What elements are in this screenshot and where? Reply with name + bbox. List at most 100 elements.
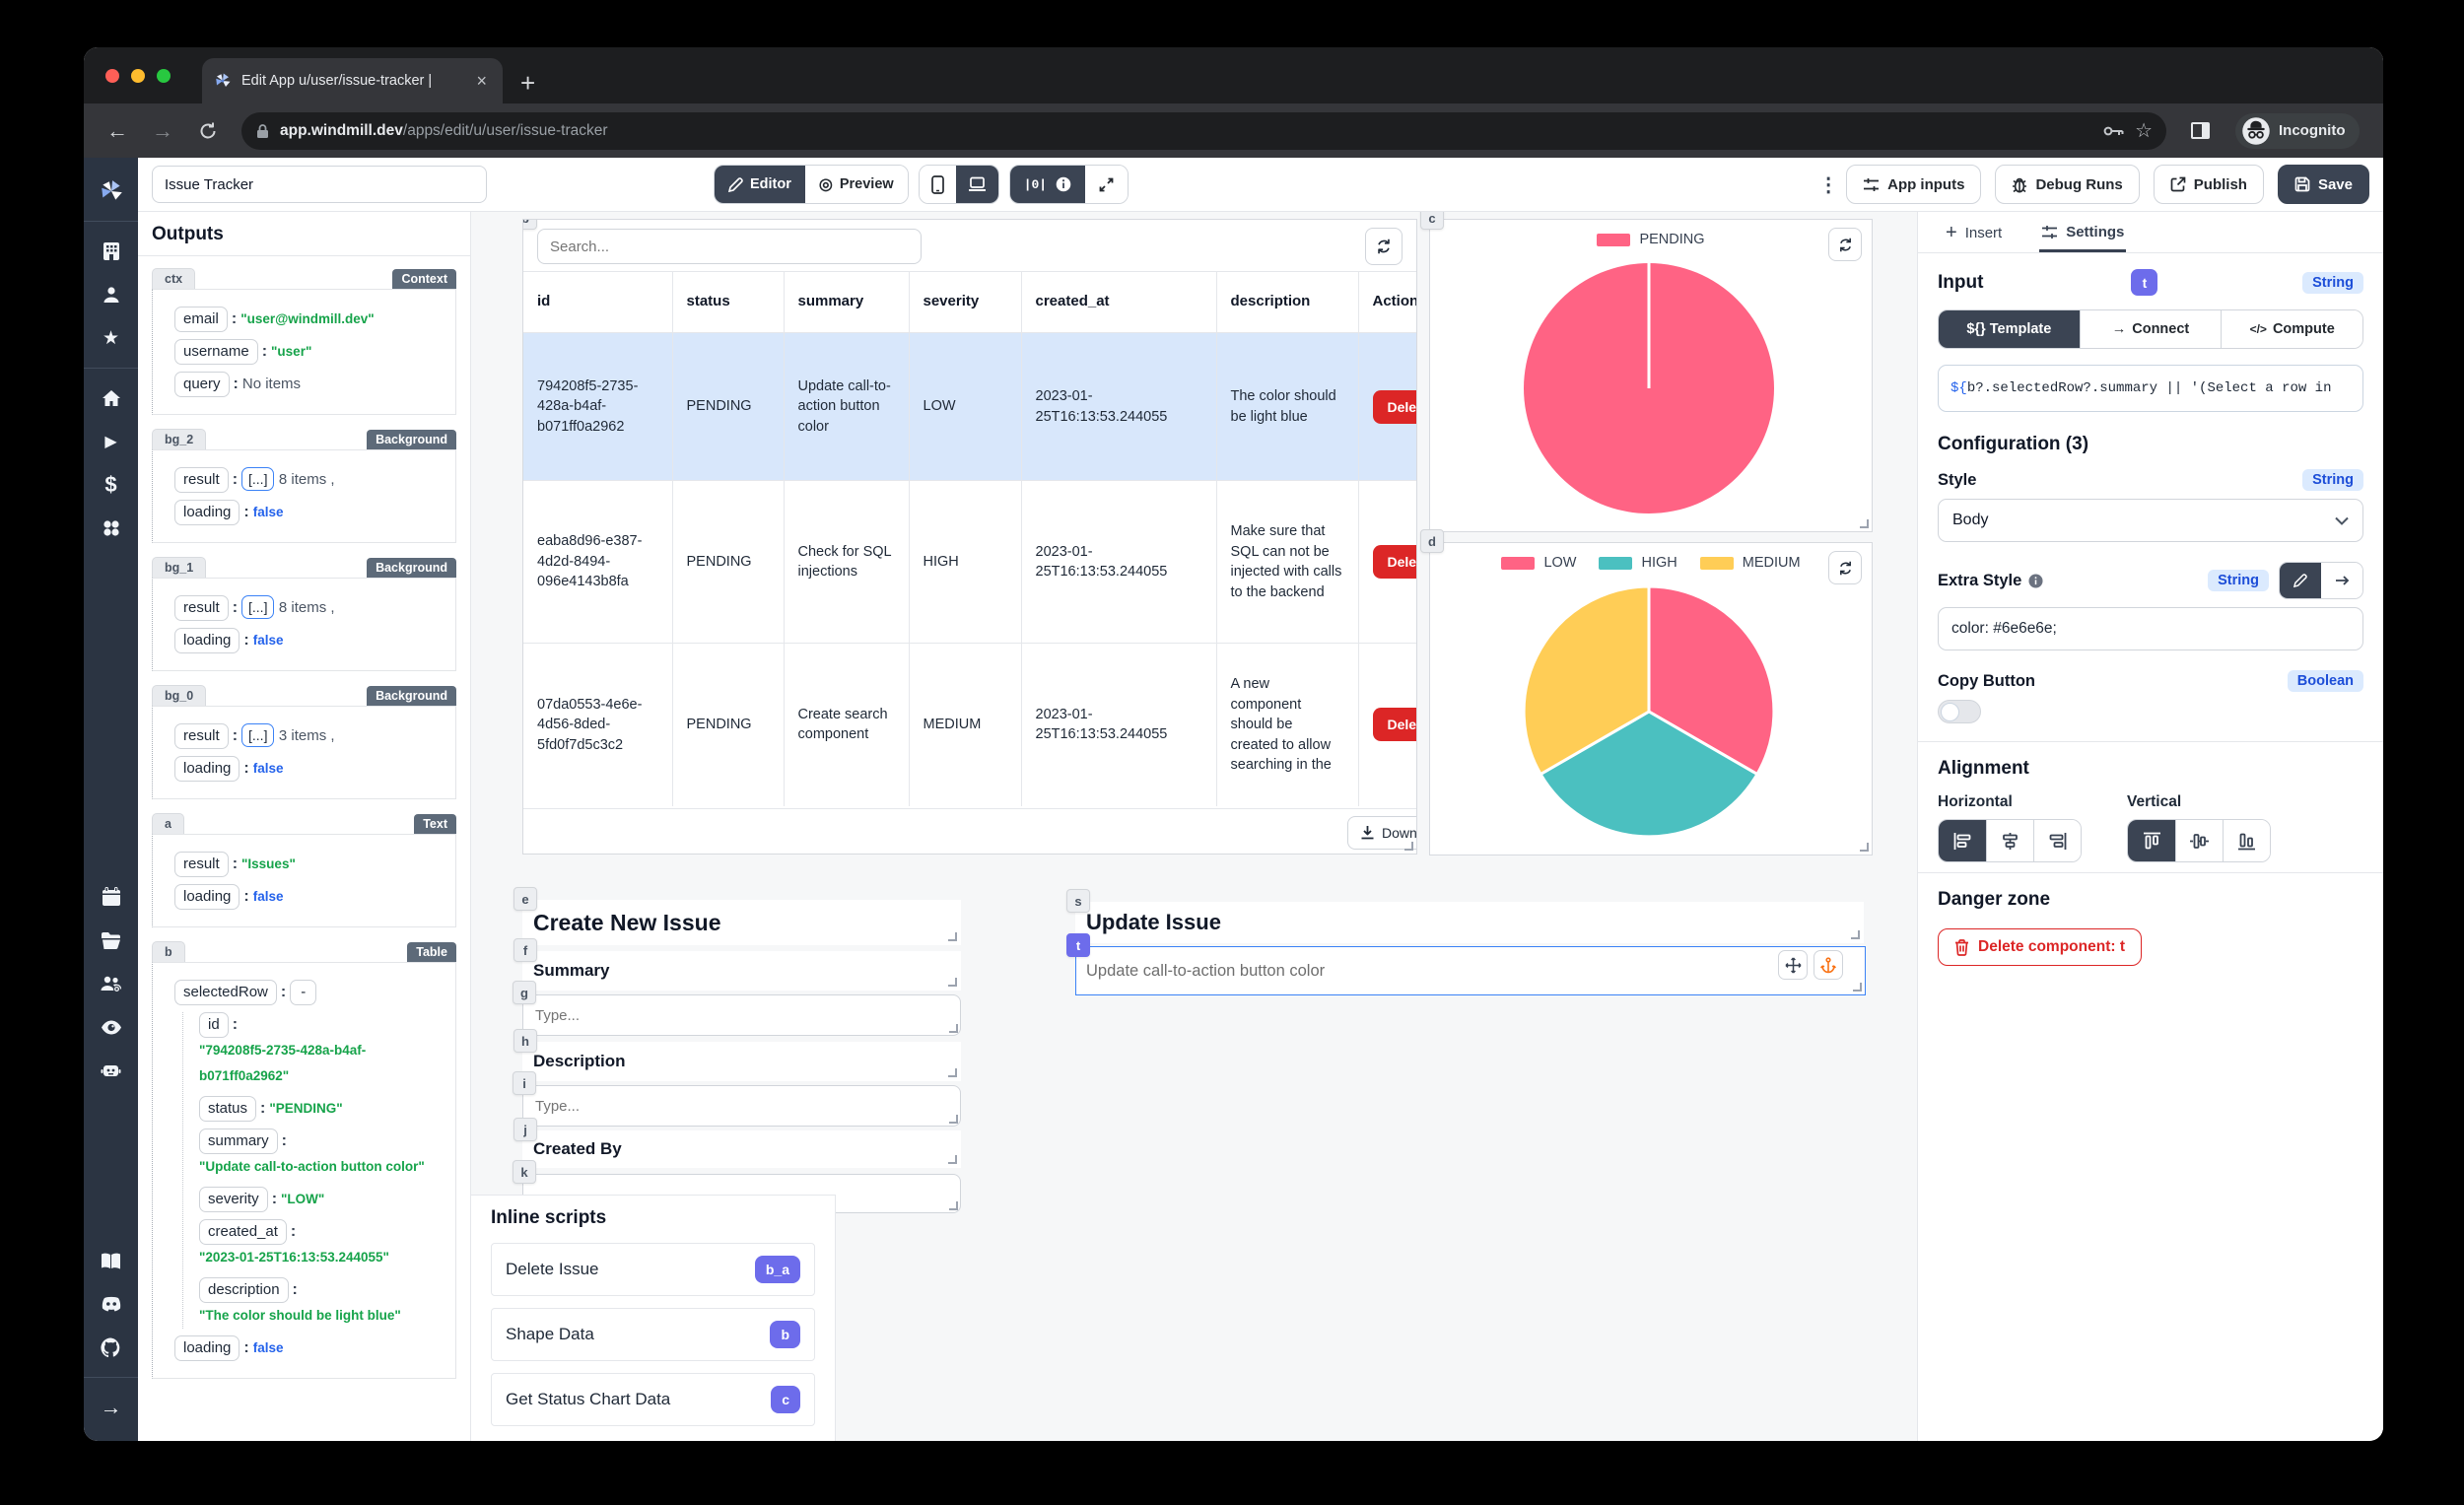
browser-tab[interactable]: Edit App u/user/issue-tracker | ×: [202, 58, 503, 103]
compute-tab[interactable]: </> Compute: [2221, 310, 2362, 348]
app-name-input[interactable]: [152, 166, 487, 203]
create-issue-title-component[interactable]: e Create New Issue: [513, 887, 961, 945]
editor-tab[interactable]: Editor: [715, 166, 805, 203]
update-issue-title-component[interactable]: s Update Issue: [1066, 889, 1864, 943]
insert-tab[interactable]: + Insert: [1946, 222, 2003, 243]
runs-play-icon[interactable]: ▶: [104, 434, 117, 450]
align-left-button[interactable]: [1939, 820, 1986, 861]
fullscreen-button[interactable]: [1085, 166, 1129, 203]
template-expression-input[interactable]: ${b?.selectedRow?.summary || '(Select a …: [1938, 365, 2363, 412]
table-refresh-button[interactable]: [1365, 228, 1403, 265]
summary-input[interactable]: [522, 994, 961, 1036]
output-section-bg1[interactable]: bg_1 Background result: [...] 8 items , lo…: [152, 557, 456, 671]
delete-component-button[interactable]: Delete component: t: [1938, 928, 2142, 966]
component-chip-d[interactable]: d: [1420, 529, 1444, 553]
anchor-component-button[interactable]: [1814, 950, 1843, 980]
delete-issue-button[interactable]: Delete: [1372, 389, 1416, 424]
app-inputs-button[interactable]: App inputs: [1846, 165, 1982, 204]
download-button[interactable]: Download: [1347, 816, 1416, 850]
minimize-window-button[interactable]: [131, 69, 145, 83]
password-key-icon[interactable]: [2103, 124, 2125, 138]
collapse-sidebar-arrow-icon[interactable]: →: [100, 1395, 122, 1419]
mobile-view-button[interactable]: [919, 166, 956, 203]
inline-script-item[interactable]: Get Status Chart Data c: [491, 1373, 815, 1426]
inline-script-item[interactable]: Shape Data b: [491, 1308, 815, 1361]
delete-issue-button[interactable]: Delete: [1372, 708, 1416, 742]
workspace-icon[interactable]: [95, 235, 128, 268]
align-top-button[interactable]: [2128, 820, 2175, 861]
table-row[interactable]: 07da0553-4e6e-4d56-8ded-5fd0f7d5c3c2 PEND…: [523, 643, 1416, 806]
outputs-debug-button[interactable]: |0|: [1009, 166, 1086, 203]
maximize-window-button[interactable]: [157, 69, 171, 83]
align-bottom-button[interactable]: [2223, 820, 2270, 861]
folders-icon[interactable]: [95, 924, 128, 957]
issues-table[interactable]: id status summary severity created_at descrip…: [523, 271, 1416, 806]
output-section-b[interactable]: b Table selectedRow: - id: "794208f5-2735-4…: [152, 941, 456, 1379]
output-section-bg2[interactable]: bg_2 Background result: [...] 8 items , lo…: [152, 429, 456, 543]
resources-cubes-icon[interactable]: [95, 512, 128, 545]
github-icon[interactable]: [95, 1331, 128, 1364]
component-chip-f[interactable]: f: [513, 938, 537, 962]
chart-refresh-button[interactable]: [1828, 551, 1862, 584]
table-row[interactable]: 794208f5-2735-428a-b4af-b071ff0a2962 PEND…: [523, 332, 1416, 481]
home-icon[interactable]: [95, 381, 128, 415]
summary-label-component[interactable]: f Summary: [513, 938, 961, 991]
status-pie-chart-component[interactable]: c PENDING: [1420, 212, 1873, 532]
user-icon[interactable]: [95, 278, 128, 311]
schedules-calendar-icon[interactable]: [95, 880, 128, 914]
settings-tab[interactable]: Settings: [2039, 212, 2127, 252]
browser-menu-icon[interactable]: ⋮: [2365, 111, 2384, 151]
component-chip-e[interactable]: e: [513, 887, 537, 911]
docs-book-icon[interactable]: [95, 1244, 128, 1277]
more-options-icon[interactable]: ⋮: [1818, 173, 1839, 196]
component-chip-b[interactable]: b: [523, 220, 537, 230]
publish-button[interactable]: Publish: [2153, 165, 2264, 204]
close-window-button[interactable]: [105, 69, 119, 83]
style-select[interactable]: Body: [1938, 499, 2363, 542]
connect-tab[interactable]: → Connect: [2079, 310, 2222, 348]
output-section-bg0[interactable]: bg_0 Background result: [...] 3 items , lo…: [152, 685, 456, 799]
output-section-a[interactable]: a Text result: "Issues" loading: false: [152, 813, 456, 927]
discord-icon[interactable]: [95, 1287, 128, 1321]
forward-icon[interactable]: →: [152, 117, 173, 143]
description-input-component[interactable]: i: [513, 1071, 961, 1127]
severity-pie-chart-component[interactable]: d LOW HIGH MEDIUM: [1420, 529, 1873, 855]
summary-input-component[interactable]: g: [513, 981, 961, 1036]
component-chip-g[interactable]: g: [513, 981, 536, 1004]
tab-close-icon[interactable]: ×: [476, 70, 487, 91]
align-middle-button[interactable]: [2175, 820, 2223, 861]
component-chip-s[interactable]: s: [1066, 889, 1090, 913]
side-panel-icon[interactable]: [2180, 111, 2220, 151]
component-chip-k[interactable]: k: [513, 1160, 536, 1184]
output-section-ctx[interactable]: ctx Context email: "user@windmill.dev" use…: [152, 268, 456, 415]
copy-button-toggle[interactable]: [1938, 700, 1981, 723]
address-bar[interactable]: app.windmill.dev/apps/edit/u/user/issue-…: [241, 111, 2166, 150]
save-button[interactable]: Save: [2277, 165, 2369, 204]
component-chip-t[interactable]: t: [1066, 933, 1090, 957]
template-tab[interactable]: ${} Template: [1939, 310, 2080, 348]
workers-robot-icon[interactable]: [95, 1054, 128, 1087]
component-chip-j[interactable]: j: [513, 1118, 537, 1141]
description-label-component[interactable]: h Description: [513, 1029, 961, 1081]
inline-script-item[interactable]: Delete Issue b_a: [491, 1243, 815, 1296]
back-icon[interactable]: ←: [106, 117, 128, 143]
debug-runs-button[interactable]: Debug Runs: [1995, 165, 2140, 204]
component-chip-c[interactable]: c: [1420, 212, 1444, 230]
chart-refresh-button[interactable]: [1828, 228, 1862, 261]
desktop-view-button[interactable]: [955, 166, 998, 203]
preview-tab[interactable]: ◎ Preview: [804, 166, 908, 203]
variables-dollar-icon[interactable]: $: [104, 472, 117, 497]
reload-icon[interactable]: [188, 111, 228, 151]
delete-issue-button[interactable]: Delete: [1372, 545, 1416, 579]
align-right-button[interactable]: [2033, 820, 2081, 861]
table-row[interactable]: eaba8d96-e387-4d2d-8494-096e4143b8fa PEND…: [523, 480, 1416, 644]
windmill-logo-icon[interactable]: [95, 174, 128, 208]
chart-legend[interactable]: LOW HIGH MEDIUM: [1501, 555, 1801, 571]
component-chip-i[interactable]: i: [513, 1071, 536, 1095]
description-input[interactable]: [522, 1085, 961, 1127]
created-by-label-component[interactable]: j Created By: [513, 1118, 961, 1168]
connect-arrow-button[interactable]: [2321, 563, 2362, 598]
groups-users-icon[interactable]: [95, 967, 128, 1000]
